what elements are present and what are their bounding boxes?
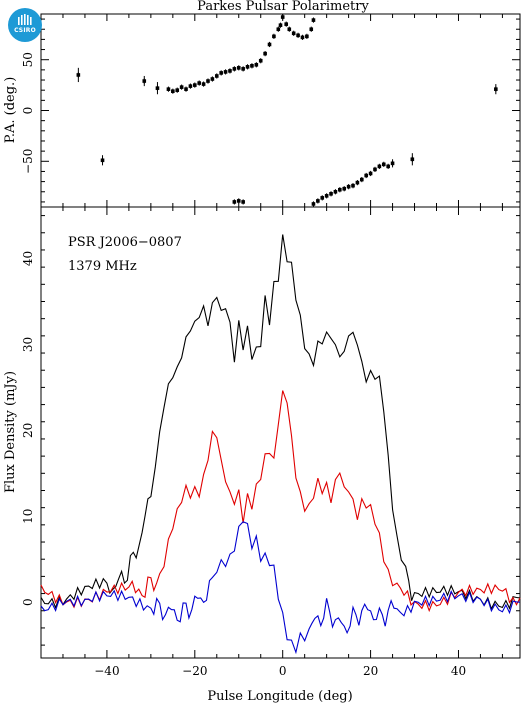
flux-xtick-label: −40 xyxy=(94,664,119,678)
pa-ticks: −50 0 50 xyxy=(21,14,520,207)
flux-panel: −40 −20 0 20 40 0 10 20 30 40 PSR J2006−0807 1379… xyxy=(3,206,521,704)
pa-panel-frame xyxy=(40,13,521,208)
flux-xtick-label: 40 xyxy=(451,664,466,678)
pa-points xyxy=(76,14,498,207)
frequency-annotation: 1379 MHz xyxy=(68,259,137,274)
flux-lines xyxy=(40,234,521,655)
pa-ytick-label: 50 xyxy=(21,52,35,67)
flux-series-linear xyxy=(40,390,521,613)
logo-bars-icon xyxy=(18,14,32,25)
logo-text: CSIRO xyxy=(14,27,36,34)
flux-ytick-label: 30 xyxy=(21,337,35,352)
flux-xtick-label: 20 xyxy=(363,664,378,678)
flux-ytick-label: 40 xyxy=(21,251,35,266)
flux-panel-frame xyxy=(40,206,521,659)
pulsar-name-annotation: PSR J2006−0807 xyxy=(68,235,182,250)
pa-ytick-label: 0 xyxy=(21,107,35,115)
flux-ytick-label: 0 xyxy=(21,598,35,606)
flux-xlabel: Pulse Longitude (deg) xyxy=(207,689,352,704)
pa-panel: −50 0 50 P.A. (deg.) xyxy=(3,13,521,208)
flux-series-circular xyxy=(40,521,521,655)
pa-ytick-label: −50 xyxy=(21,149,35,174)
csiro-logo: CSIRO xyxy=(8,8,42,42)
figure-title: Parkes Pulsar Polarimetry xyxy=(197,0,369,14)
flux-xtick-label: −20 xyxy=(182,664,207,678)
flux-series-total xyxy=(40,234,521,611)
flux-ylabel: Flux Density (mJy) xyxy=(3,371,18,493)
flux-xtick-label: 0 xyxy=(279,664,287,678)
flux-ytick-label: 10 xyxy=(21,509,35,524)
flux-ticks: −40 −20 0 20 40 0 10 20 30 40 xyxy=(21,207,520,678)
pa-ylabel: P.A. (deg.) xyxy=(3,77,18,144)
flux-ytick-label: 20 xyxy=(21,423,35,438)
